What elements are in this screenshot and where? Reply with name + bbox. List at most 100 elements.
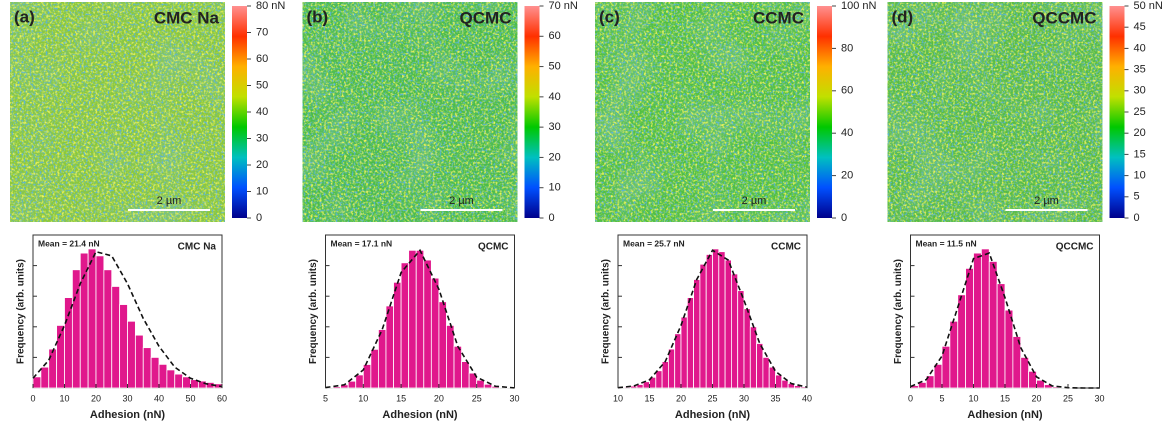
bar [95,255,105,389]
colorbar-tick-label: 60 [549,30,561,42]
x-tick-label: 10 [968,393,978,403]
bar [705,254,713,389]
x-tick-label: 35 [770,393,780,403]
bar [166,369,176,389]
x-tick-label: 20 [676,393,686,403]
y-axis-label: Frequency (arb. units) [308,259,319,364]
colorbar-tick-label: 0 [549,212,555,224]
x-axis-label: Adhesion (nN) [967,409,1042,421]
bar [378,329,387,389]
afm-texture [10,2,225,222]
bar [724,259,732,389]
bar [111,286,121,389]
bar [476,379,485,389]
bar [48,348,58,389]
bar [158,363,168,389]
colorbar-tick-label: 70 [256,26,268,38]
colorbar-tick-label: 40 [1134,42,1146,54]
colorbar-tick-label: 30 [549,121,561,133]
bar [127,320,136,389]
bar [965,267,974,389]
x-tick-label: 20 [434,393,444,403]
bar [174,373,184,389]
bar [150,356,160,389]
colorbar-tick-label: 40 [841,127,853,139]
bar [693,279,701,389]
panel-letter: (c) [599,7,620,26]
colorbar-tick-label: 30 [256,132,268,144]
bar [1004,309,1014,389]
bar [661,361,669,389]
x-tick-label: 25 [707,393,717,403]
bar [347,380,357,389]
bar [949,320,959,389]
afm-texture [887,2,1103,222]
colorbar-tick-label: 0 [256,212,262,224]
x-tick-label: 30 [1094,393,1104,403]
sample-label: CCMC [753,8,804,27]
colorbar-tick-label: 10 [549,182,561,194]
x-tick-label: 50 [185,393,195,403]
colorbar-tick-label: 20 [841,170,853,182]
bar [423,259,432,389]
bar [712,248,720,389]
afm-texture [595,2,810,222]
colorbar-tick-label: 20 [549,151,561,163]
x-tick-label: 40 [802,393,812,403]
x-tick-label: 15 [644,393,654,403]
bar [142,347,152,389]
x-tick-label: 15 [396,393,406,403]
sample-label: CMC Na [178,242,217,253]
colorbar-tick-label: 0 [841,212,847,224]
fit-curve [617,249,808,389]
sample-label: QCCMC [1032,8,1096,27]
bar [1020,356,1030,389]
bar [762,356,770,389]
x-tick-label: 40 [154,393,164,403]
mean-label: Mean = 17.1 nN [331,238,393,248]
bar [973,252,982,389]
bar [430,277,440,389]
bar [655,370,663,389]
bar [103,269,113,389]
colorbar-tick-label: 80 nN [256,0,285,12]
bar [400,262,410,389]
colorbar-tick-label: 30 [1134,85,1146,97]
x-tick-label: 20 [1031,393,1041,403]
colorbar-tick-label: 100 nN [841,0,877,12]
bar [461,361,470,389]
x-axis-label: Adhesion (nN) [90,409,165,421]
x-axis-label: Adhesion (nN) [675,409,750,421]
colorbar [524,6,540,218]
colorbar-tick-label: 60 [841,85,853,97]
fit-curve [32,250,223,388]
x-tick-label: 30 [509,393,519,403]
colorbar-tick-label: 50 [549,60,561,72]
bar [87,248,97,389]
colorbar [1109,6,1125,218]
colorbar-tick-label: 25 [1134,106,1146,118]
sample-label: QCMC [460,8,512,27]
bar [134,334,144,389]
mean-label: Mean = 11.5 nN [916,238,977,248]
x-tick-label: 30 [122,393,132,403]
mean-label: Mean = 25.7 nN [623,238,685,248]
bar [749,326,757,389]
sample-label: CCMC [771,242,801,253]
sample-label: CMC Na [154,8,220,27]
bar [699,263,707,389]
bar [362,364,372,389]
bar [980,248,990,389]
x-tick-label: 10 [59,393,69,403]
bar [680,316,688,389]
y-axis-label: Frequency (arb. units) [893,259,904,364]
colorbar-tick-label: 35 [1134,64,1146,76]
bar [775,374,783,389]
bar [718,251,726,389]
colorbar [232,6,247,218]
bar [370,348,379,389]
colorbar-tick-label: 40 [256,106,268,118]
x-tick-label: 15 [1000,393,1010,403]
scale-bar-label: 2 µm [1034,195,1059,207]
